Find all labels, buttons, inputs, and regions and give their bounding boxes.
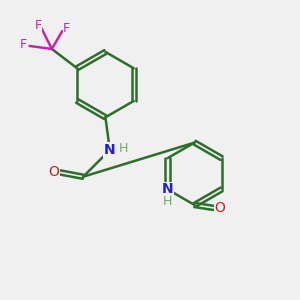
Text: N: N [162,182,173,197]
Text: O: O [214,201,225,215]
Text: F: F [34,19,41,32]
Text: F: F [20,38,27,51]
Text: O: O [48,165,59,179]
Text: N: N [104,143,116,157]
Text: F: F [63,22,70,34]
Text: H: H [163,195,172,208]
Text: H: H [118,142,128,155]
